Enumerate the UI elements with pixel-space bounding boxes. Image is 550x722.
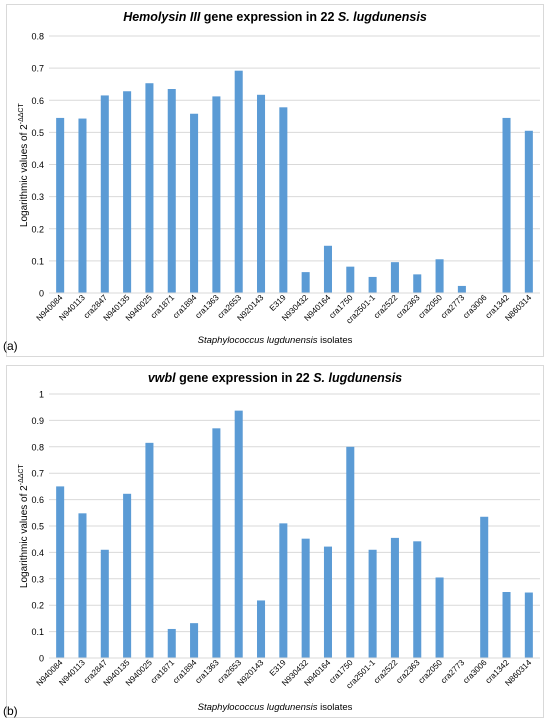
bar xyxy=(56,117,65,293)
y-tick-label: 0.3 xyxy=(31,192,44,202)
y-axis-label-text: Logarithmic values of 2 xyxy=(19,485,31,589)
bar xyxy=(301,538,310,658)
bar xyxy=(435,259,444,293)
y-tick-label: 0.6 xyxy=(31,96,44,106)
bar xyxy=(480,516,489,658)
bar xyxy=(145,83,154,293)
title-organism: S. lugdunensis xyxy=(337,10,427,24)
y-tick-label: 0 xyxy=(39,654,44,664)
x-axis-label-rest: isolates xyxy=(317,702,353,713)
bar xyxy=(502,592,511,658)
bar xyxy=(234,410,243,658)
bar xyxy=(413,541,422,658)
bar xyxy=(346,266,355,293)
y-tick-label: 0.9 xyxy=(31,416,44,426)
bar xyxy=(190,113,199,294)
chart-panel-b: vwbl gene expression in 22 S. lugdunensi… xyxy=(0,361,550,722)
chart-frame xyxy=(6,365,544,718)
bar xyxy=(100,549,109,658)
bar xyxy=(323,546,332,658)
bar xyxy=(524,592,533,658)
x-axis-label: Staphylococcus lugdunensis isolates xyxy=(0,702,550,713)
y-tick-label: 0.3 xyxy=(31,574,44,584)
y-tick-label: 0.4 xyxy=(31,160,44,170)
bar xyxy=(190,623,199,658)
x-axis-label-rest: isolates xyxy=(317,335,353,346)
chart-panel-a: Hemolysin III gene expression in 22 S. l… xyxy=(0,4,550,357)
y-tick-label: 0.5 xyxy=(31,522,44,532)
panel-label: (b) xyxy=(3,704,18,718)
bar xyxy=(390,537,399,658)
bar-chart-plot: 00.10.20.30.40.50.60.70.80.91N940084N940… xyxy=(31,390,540,690)
bar xyxy=(257,94,266,293)
bar xyxy=(502,117,511,293)
bar xyxy=(145,442,154,658)
y-tick-label: 0.8 xyxy=(31,442,44,452)
x-axis-label: Staphylococcus lugdunensis isolates xyxy=(0,335,550,346)
bar xyxy=(56,486,65,658)
y-tick-label: 0.6 xyxy=(31,495,44,505)
x-axis-label-organism: Staphylococcus lugdunensis xyxy=(197,335,318,346)
y-tick-label: 0.7 xyxy=(31,469,44,479)
bar xyxy=(212,428,221,658)
y-axis-label: Logarithmic values of 2-ΔΔCT xyxy=(18,464,30,588)
bar xyxy=(212,96,221,294)
bar xyxy=(368,276,377,293)
y-axis-label-sup: -ΔΔCT xyxy=(17,464,25,486)
bar xyxy=(524,130,533,293)
bar xyxy=(457,285,466,293)
x-axis-label-organism: Staphylococcus lugdunensis xyxy=(197,702,318,713)
bar xyxy=(279,107,288,293)
y-tick-label: 0.1 xyxy=(31,256,44,266)
y-tick-label: 0.2 xyxy=(31,601,44,611)
y-tick-label: 0.8 xyxy=(31,32,44,42)
bar xyxy=(123,91,132,293)
bar xyxy=(279,523,288,658)
bar xyxy=(368,549,377,658)
title-gene: vwbl xyxy=(147,371,176,385)
bar xyxy=(413,274,422,293)
y-tick-label: 0 xyxy=(39,289,44,299)
bar xyxy=(234,70,243,293)
y-tick-label: 0.1 xyxy=(31,627,44,637)
y-tick-label: 1 xyxy=(39,390,44,400)
bar xyxy=(257,600,266,658)
y-axis-label: Logarithmic values of 2-ΔΔCT xyxy=(18,103,30,227)
y-axis-label-text: Logarithmic values of 2 xyxy=(19,123,31,227)
bar xyxy=(301,272,310,293)
bar xyxy=(78,118,87,293)
title-middle: gene expression in 22 xyxy=(175,371,314,385)
x-tick-label: E319 xyxy=(268,293,288,313)
title-gene: Hemolysin III xyxy=(123,10,201,24)
bar xyxy=(435,577,444,658)
title-middle: gene expression in 22 xyxy=(200,10,338,24)
y-axis-label-sup: -ΔΔCT xyxy=(17,102,25,124)
bar xyxy=(167,89,176,293)
y-tick-label: 0.5 xyxy=(31,128,44,138)
bar xyxy=(390,262,399,293)
chart-frame xyxy=(6,4,544,357)
y-tick-label: 0.7 xyxy=(31,64,44,74)
panel-label: (a) xyxy=(3,339,18,353)
chart-title: Hemolysin III gene expression in 22 S. l… xyxy=(0,10,550,24)
bar xyxy=(167,628,176,658)
bar xyxy=(78,513,87,658)
y-tick-label: 0.4 xyxy=(31,548,44,558)
chart-title: vwbl gene expression in 22 S. lugdunensi… xyxy=(0,371,550,385)
y-tick-label: 0.2 xyxy=(31,224,44,234)
x-tick-label: E319 xyxy=(268,658,288,678)
bar xyxy=(323,245,332,293)
bar xyxy=(100,95,109,294)
bar-chart-plot: 00.10.20.30.40.50.60.70.8N940084N940113c… xyxy=(31,32,540,325)
bar xyxy=(346,446,355,658)
bar xyxy=(123,493,132,658)
title-organism: S. lugdunensis xyxy=(313,371,403,385)
